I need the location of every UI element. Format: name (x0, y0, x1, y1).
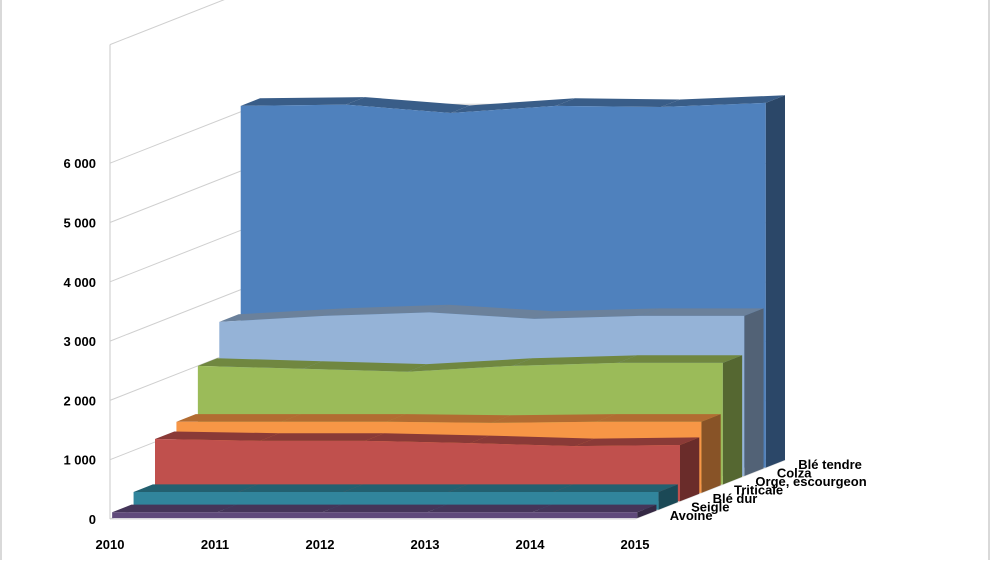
y-tick-label: 5 000 (63, 216, 96, 231)
area-top-seigle (553, 484, 678, 492)
area-top-orge-escourgeon (197, 358, 323, 369)
area-top-avoine (112, 504, 237, 513)
series-label-ble-dur: Blé dur (713, 491, 758, 506)
series-label-triticale: Triticale (734, 483, 783, 498)
area-side-triticale (701, 414, 721, 493)
area-top-triticale (281, 414, 406, 422)
area-top-ble-tendre (450, 98, 575, 113)
x-tick-label: 2012 (306, 537, 335, 552)
x-tick-label: 2013 (411, 537, 440, 552)
x-tick-label: 2011 (201, 537, 229, 552)
area-top-colza (219, 308, 344, 322)
area-top-avoine (217, 504, 342, 513)
area-top-colza (324, 304, 449, 316)
area-top-seigle (448, 484, 573, 492)
area-top-triticale (491, 414, 616, 423)
area-top-colza (429, 304, 554, 319)
area-top-seigle (343, 484, 468, 492)
area-top-orge-escourgeon (302, 361, 428, 372)
area-side-avoine (637, 504, 657, 519)
area-top-seigle (133, 484, 258, 492)
area-side-seigle (658, 484, 678, 510)
series-label-ble-tendre: Blé tendre (798, 457, 862, 472)
area-top-orge-escourgeon (617, 355, 743, 363)
area-top-colza (534, 308, 659, 319)
area-top-ble-tendre (660, 95, 785, 108)
area-top-avoine (532, 504, 657, 513)
x-tick-label: 2014 (516, 537, 546, 552)
area-top-ble-dur (575, 437, 700, 447)
area-avoine (112, 512, 638, 519)
area-top-ble-tendre (345, 97, 470, 113)
area-top-avoine (322, 504, 447, 513)
area-top-ble-tendre (555, 98, 680, 108)
area-top-ble-dur (155, 431, 280, 441)
area-side-ble-dur (680, 437, 700, 502)
y-tick-label: 2 000 (63, 393, 96, 408)
area-side-orge-escourgeon (722, 355, 743, 485)
series-label-orge-escourgeon: Orge, escourgeon (755, 474, 866, 489)
area-top-ble-dur (470, 435, 595, 447)
x-tick-label: 2010 (96, 537, 125, 552)
series-label-avoine: Avoine (670, 508, 713, 523)
area-side-colza (744, 308, 764, 477)
area-top-ble-dur (365, 433, 490, 444)
area-top-seigle (238, 484, 363, 492)
y-tick-label: 1 000 (63, 453, 96, 468)
area-top-ble-tendre (240, 97, 365, 106)
y-tick-label: 4 000 (63, 275, 96, 290)
y-tick-label: 6 000 (63, 156, 96, 171)
gridline (109, 0, 225, 46)
area-top-orge-escourgeon (512, 355, 638, 366)
area-top-avoine (427, 504, 552, 513)
x-tick-label: 2015 (621, 537, 650, 552)
area-top-ble-dur (260, 433, 385, 441)
area-top-triticale (176, 414, 301, 422)
area-top-colza (639, 308, 764, 316)
area-top-triticale (386, 414, 511, 423)
area-top-triticale (596, 414, 721, 422)
y-tick-label: 0 (89, 512, 96, 527)
series-label-colza: Colza (777, 466, 812, 481)
y-tick-label: 3 000 (63, 334, 96, 349)
series-label-seigle: Seigle (691, 499, 729, 514)
area-top-orge-escourgeon (407, 358, 533, 372)
area-side-ble-tendre (765, 95, 785, 468)
